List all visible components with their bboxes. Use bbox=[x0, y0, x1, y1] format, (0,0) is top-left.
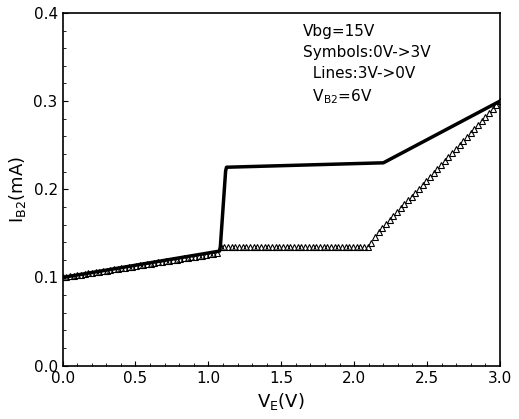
Y-axis label: I$_\mathregular{B2}$(mA): I$_\mathregular{B2}$(mA) bbox=[7, 156, 28, 223]
X-axis label: V$_\mathregular{E}$(V): V$_\mathregular{E}$(V) bbox=[257, 391, 305, 412]
Text: Vbg=15V
Symbols:0V->3V
  Lines:3V->0V
  V$_\mathregular{B2}$=6V: Vbg=15V Symbols:0V->3V Lines:3V->0V V$_\… bbox=[303, 23, 431, 106]
